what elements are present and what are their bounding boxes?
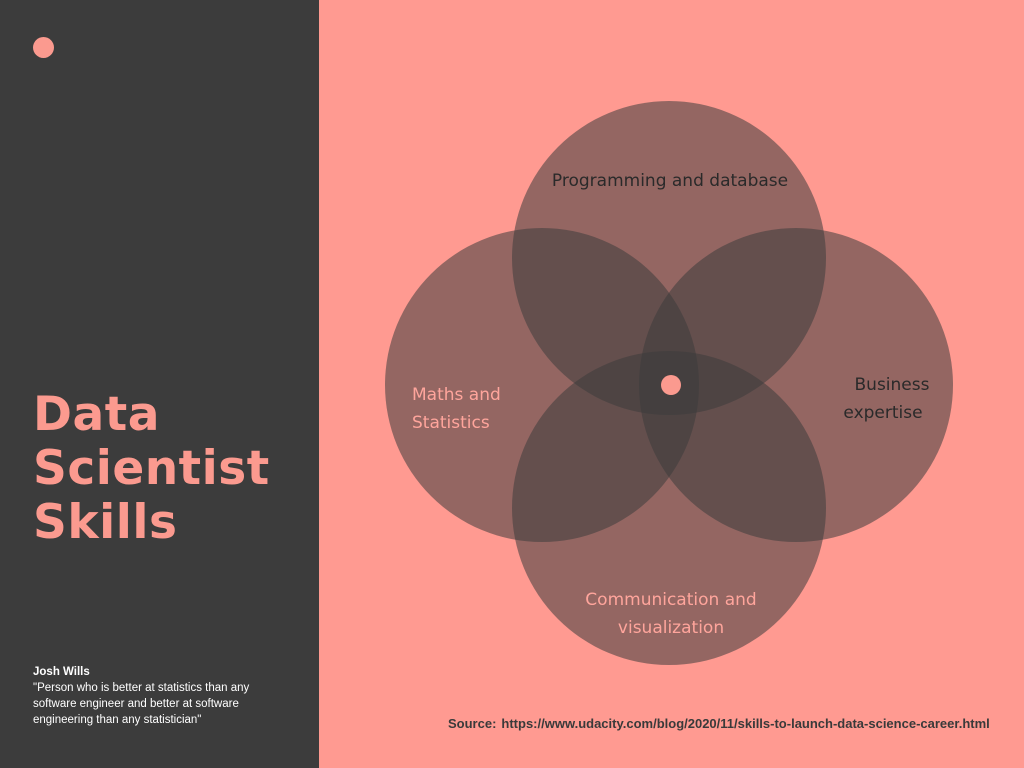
accent-dot-icon: [33, 37, 54, 58]
sidebar-panel: Data Scientist Skills Josh Wills "Person…: [0, 0, 319, 768]
venn-label-business-line-1: Business: [855, 375, 930, 395]
venn-label-communication-line-1: Communication and: [585, 590, 756, 610]
quote-text: "Person who is better at statistics than…: [33, 682, 250, 726]
venn-label-business-line-2: expertise: [843, 403, 922, 423]
quote-author: Josh Wills: [33, 666, 90, 678]
title-line-3: Skills: [33, 495, 178, 550]
source-citation: Source: https://www.udacity.com/blog/2020…: [448, 716, 990, 731]
source-label: Source:: [448, 716, 497, 731]
title-line-1: Data: [33, 387, 160, 442]
quote-block: Josh Wills "Person who is better at stat…: [33, 664, 283, 728]
venn-center-dot-icon: [661, 375, 681, 395]
source-url: https://www.udacity.com/blog/2020/11/ski…: [501, 716, 990, 731]
venn-label-programming: Programming and database: [552, 171, 788, 191]
title-line-2: Scientist: [33, 441, 270, 496]
venn-label-maths-line-2: Statistics: [412, 413, 490, 433]
venn-circle-communication: [512, 351, 826, 665]
venn-label-maths-line-1: Maths and: [412, 385, 501, 405]
venn-label-communication-line-2: visualization: [618, 618, 724, 638]
page-title: Data Scientist Skills: [33, 388, 270, 550]
